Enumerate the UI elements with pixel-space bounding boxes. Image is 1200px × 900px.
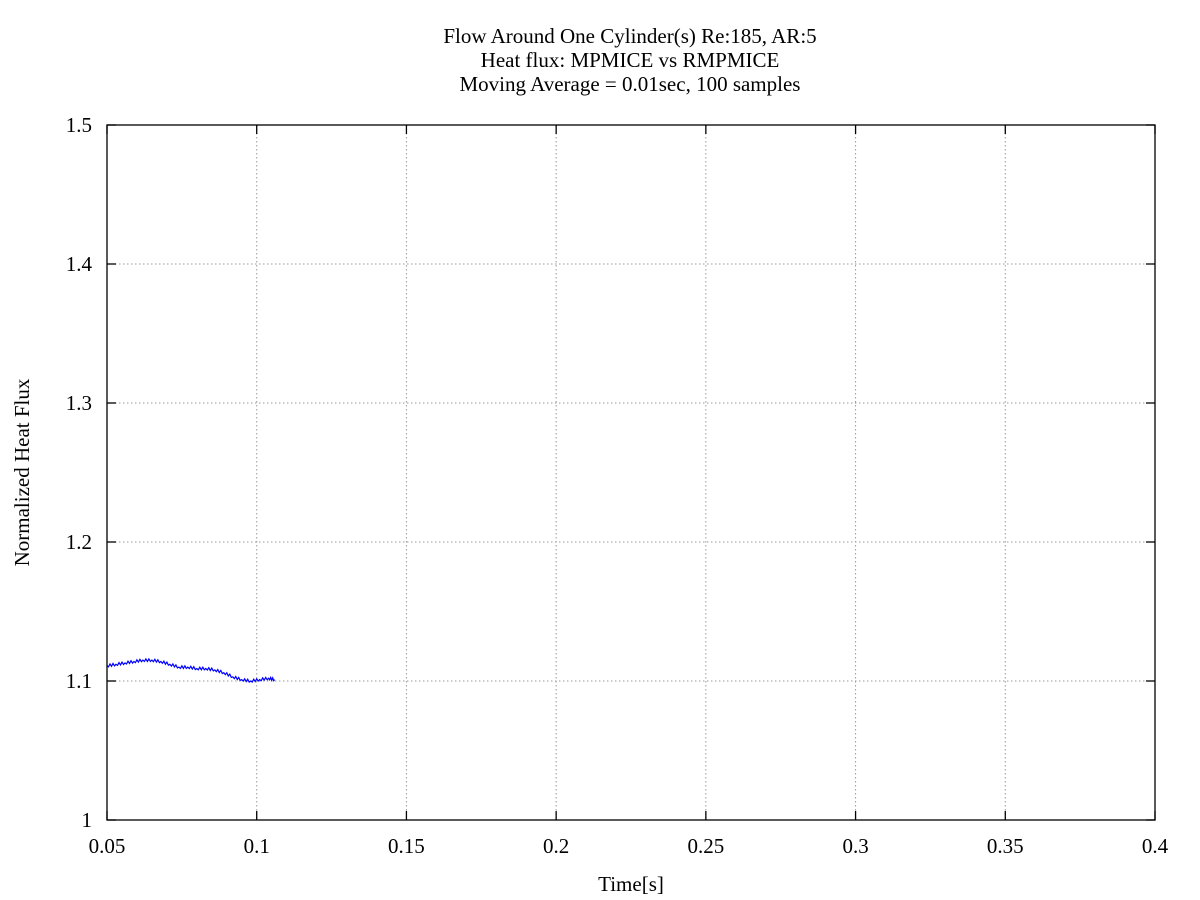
x-tick-label: 0.35 [987, 834, 1024, 858]
y-axis-label: Normalized Heat Flux [10, 378, 34, 566]
tick-labels: 0.05 0.1 0.15 0.2 0.25 0.3 0.35 0.4 1 1.1 1.2 1.3 1.… [66, 113, 1169, 858]
y-tick-label: 1 [82, 808, 93, 832]
x-tick-label: 0.15 [388, 834, 425, 858]
x-tick-label: 0.2 [543, 834, 569, 858]
chart-title: Flow Around One Cylinder(s) Re:185, AR:5 [443, 24, 817, 48]
x-tick-label: 0.3 [842, 834, 868, 858]
y-tick-label: 1.1 [66, 669, 92, 693]
series-line [106, 657, 276, 683]
chart-subtitle-1: Heat flux: MPMICE vs RMPMICE [480, 48, 780, 72]
plot-frame [106, 124, 1156, 821]
y-tick-label: 1.4 [66, 252, 93, 276]
axis-ticks [106, 124, 1156, 821]
chart-title-block: Flow Around One Cylinder(s) Re:185, AR:5… [0, 24, 1200, 96]
y-tick-label: 1.5 [66, 113, 92, 137]
grid-lines [107, 125, 1155, 820]
x-axis-label: Time[s] [598, 872, 664, 896]
data-series [106, 657, 276, 683]
x-tick-label: 0.05 [89, 834, 126, 858]
y-tick-label: 1.2 [66, 530, 92, 554]
x-tick-label: 0.4 [1142, 834, 1169, 858]
x-tick-label: 0.1 [244, 834, 270, 858]
chart-subtitle-2: Moving Average = 0.01sec, 100 samples [459, 72, 801, 96]
x-tick-label: 0.25 [687, 834, 724, 858]
y-tick-label: 1.3 [66, 391, 92, 415]
